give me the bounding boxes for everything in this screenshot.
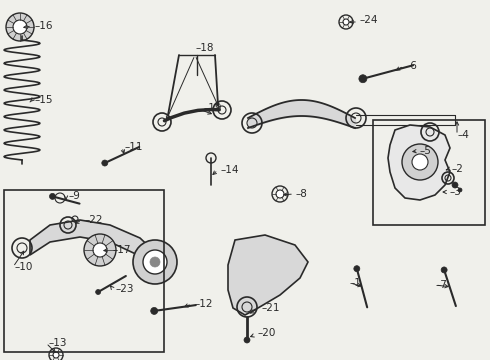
Circle shape bbox=[150, 257, 160, 267]
Circle shape bbox=[244, 337, 250, 343]
Text: –10: –10 bbox=[14, 262, 32, 272]
Circle shape bbox=[96, 289, 100, 294]
Circle shape bbox=[412, 154, 428, 170]
Circle shape bbox=[133, 240, 177, 284]
Polygon shape bbox=[388, 125, 450, 200]
Polygon shape bbox=[30, 220, 158, 272]
Text: –15: –15 bbox=[34, 95, 52, 105]
Text: –14: –14 bbox=[220, 165, 239, 175]
Circle shape bbox=[53, 352, 59, 358]
Text: –7: –7 bbox=[436, 280, 448, 290]
Text: –24: –24 bbox=[360, 15, 378, 25]
Bar bbox=[373, 120, 485, 225]
Text: –21: –21 bbox=[261, 303, 279, 313]
Circle shape bbox=[93, 243, 107, 257]
Circle shape bbox=[441, 267, 447, 273]
Text: –13: –13 bbox=[48, 338, 67, 348]
Text: –2: –2 bbox=[451, 164, 463, 174]
Polygon shape bbox=[228, 235, 308, 315]
Text: –17: –17 bbox=[112, 245, 130, 255]
Text: –11: –11 bbox=[124, 142, 143, 152]
Bar bbox=[4, 190, 164, 352]
Circle shape bbox=[102, 160, 108, 166]
Circle shape bbox=[458, 188, 462, 192]
Text: –5: –5 bbox=[420, 146, 432, 156]
Text: –4: –4 bbox=[458, 130, 470, 140]
Circle shape bbox=[143, 250, 167, 274]
Text: –12: –12 bbox=[194, 299, 213, 309]
Circle shape bbox=[84, 234, 116, 266]
Circle shape bbox=[13, 20, 27, 34]
Text: –20: –20 bbox=[257, 328, 275, 338]
Text: –18: –18 bbox=[195, 43, 214, 53]
Circle shape bbox=[359, 75, 367, 83]
Text: –9: –9 bbox=[68, 191, 80, 201]
Circle shape bbox=[354, 266, 360, 272]
Text: –16: –16 bbox=[34, 21, 52, 31]
Circle shape bbox=[452, 182, 458, 188]
Circle shape bbox=[343, 19, 349, 25]
Circle shape bbox=[151, 307, 158, 314]
Text: –3: –3 bbox=[449, 187, 461, 197]
Text: –22: –22 bbox=[84, 215, 102, 225]
Circle shape bbox=[402, 144, 438, 180]
Text: –1: –1 bbox=[350, 278, 362, 288]
Text: –23: –23 bbox=[115, 284, 133, 294]
Text: –19: –19 bbox=[203, 103, 221, 113]
Text: –6: –6 bbox=[406, 61, 418, 71]
Circle shape bbox=[49, 193, 55, 199]
Circle shape bbox=[6, 13, 34, 41]
Text: –8: –8 bbox=[296, 189, 308, 199]
Circle shape bbox=[276, 190, 284, 198]
